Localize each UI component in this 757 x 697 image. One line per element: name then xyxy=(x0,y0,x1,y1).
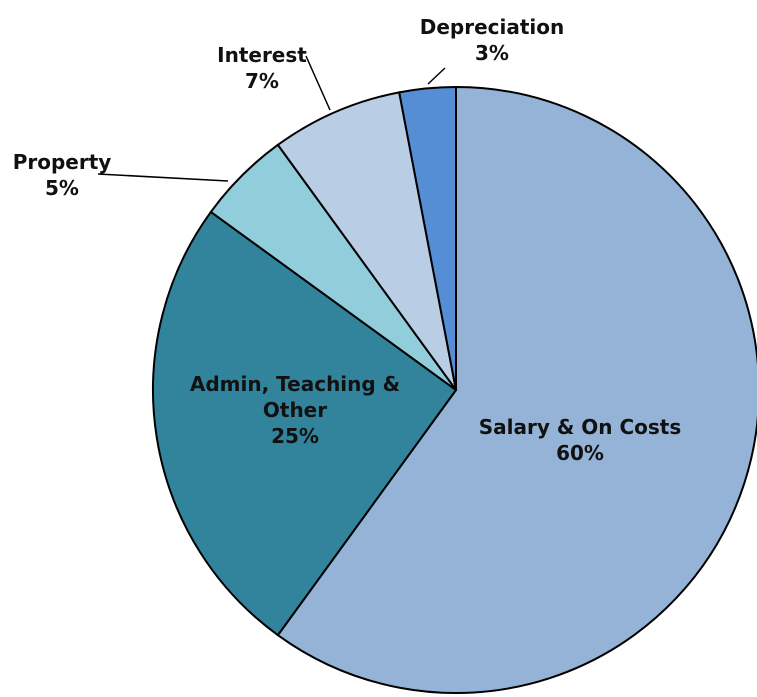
slice-label: Property 5% xyxy=(2,149,122,201)
slice-label: Salary & On Costs 60% xyxy=(450,414,710,466)
value-label: 7% xyxy=(245,69,279,93)
leader-line xyxy=(305,55,331,111)
slice-label: Interest 7% xyxy=(202,42,322,94)
pie-slice xyxy=(398,85,457,391)
category-label: Depreciation xyxy=(419,15,565,39)
pie-slice xyxy=(276,91,457,391)
category-label: Admin, Teaching & Other xyxy=(189,372,401,422)
pie-slice xyxy=(276,85,757,694)
value-label: 25% xyxy=(271,424,319,448)
slice-label: Admin, Teaching & Other 25% xyxy=(170,371,420,449)
value-label: 5% xyxy=(45,176,79,200)
leader-line xyxy=(427,67,446,85)
pie-slice xyxy=(152,210,458,637)
category-label: Interest xyxy=(217,43,307,67)
category-label: Property xyxy=(12,150,112,174)
leader-line xyxy=(97,173,229,182)
value-label: 60% xyxy=(556,441,604,465)
slice-label: Depreciation 3% xyxy=(402,14,582,66)
category-label: Salary & On Costs xyxy=(478,415,682,439)
value-label: 3% xyxy=(475,41,509,65)
